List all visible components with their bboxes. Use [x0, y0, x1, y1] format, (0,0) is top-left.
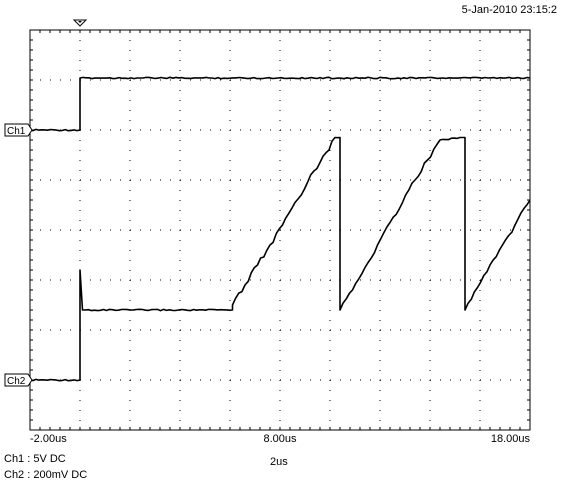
graticule — [29, 29, 531, 431]
ch1-marker-label: Ch1 — [7, 126, 26, 137]
ch2-ground-marker[interactable]: Ch2 — [4, 373, 33, 387]
time-axis-labels: -2.00us 8.00us 18.00us — [30, 433, 530, 445]
ch2-marker-label: Ch2 — [7, 376, 26, 387]
timebase-setting: 2us — [270, 456, 288, 468]
time-axis-label: 18.00us — [491, 433, 531, 445]
ch1-trace — [29, 76, 531, 132]
time-axis-label: -2.00us — [30, 433, 67, 445]
timestamp: 5-Jan-2010 23:15:2 — [461, 4, 557, 16]
ch1-ground-marker[interactable]: Ch1 — [4, 123, 33, 137]
ch1-scale-setting: Ch1 : 5V DC — [4, 453, 66, 465]
trigger-position-marker[interactable] — [72, 19, 88, 27]
waveform-traces — [29, 76, 531, 382]
ch2-scale-setting: Ch2 : 200mV DC — [4, 469, 88, 481]
ch2-trace — [29, 136, 531, 382]
time-axis-label: 8.00us — [263, 433, 297, 445]
